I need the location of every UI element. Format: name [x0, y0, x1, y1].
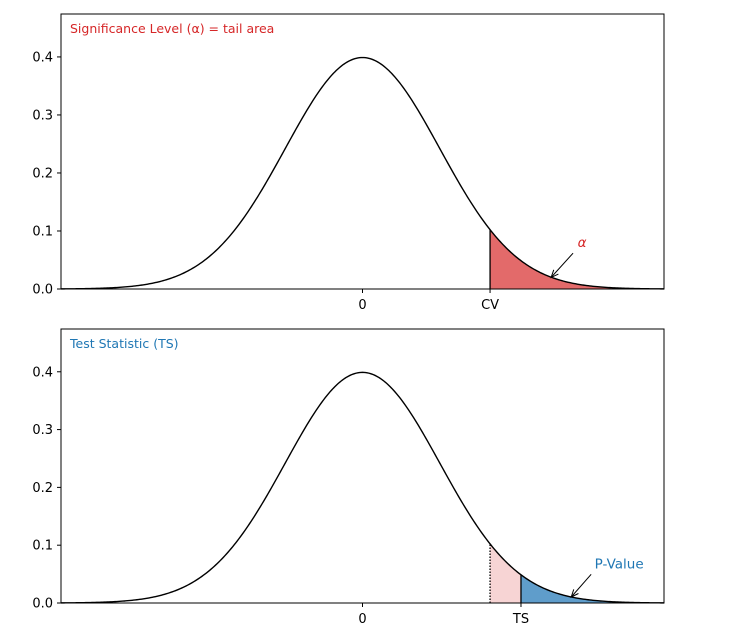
y-tick-label: 0.4: [32, 365, 53, 380]
y-tick-label: 0.1: [32, 224, 53, 239]
normal-curve: [60, 371, 665, 604]
arrowhead-icon: [550, 269, 559, 279]
plot-title: Test Statistic (TS): [69, 336, 179, 351]
shaded-tail-area: [490, 543, 521, 603]
annotation-arrow: [570, 573, 592, 598]
y-tick-label: 0.4: [32, 50, 53, 65]
normal-curve: [60, 56, 665, 290]
y-tick-label: 0.0: [32, 597, 53, 612]
annotation-label: P-Value: [595, 556, 644, 572]
y-tick-label: 0.0: [32, 283, 53, 298]
annotation-arrow: [550, 252, 574, 278]
x-tick-label: TS: [512, 612, 529, 627]
x-tick-label: 0: [358, 298, 366, 313]
shaded-tail-area: [490, 229, 664, 289]
x-tick-label: CV: [481, 298, 499, 313]
axes-frame: [60, 328, 665, 604]
y-tick-label: 0.2: [32, 166, 53, 181]
y-tick-label: 0.3: [32, 423, 53, 438]
annotation-label: α: [578, 235, 587, 251]
x-tick-label: 0: [358, 612, 366, 627]
shaded-tail-area: [520, 574, 664, 603]
arrowhead-icon: [570, 589, 579, 598]
test-statistic-plot: Test Statistic (TS) 0.0 0.1 0.2 0.3 0.4 0 TS P-…: [32, 328, 665, 627]
y-tick-label: 0.1: [32, 539, 53, 554]
y-tick-label: 0.2: [32, 481, 53, 496]
axes-frame: [60, 13, 665, 290]
plot-title: Significance Level (α) = tail area: [70, 21, 274, 36]
significance-level-plot: Significance Level (α) = tail area 0.0 0.…: [32, 13, 665, 313]
y-tick-label: 0.3: [32, 108, 53, 123]
